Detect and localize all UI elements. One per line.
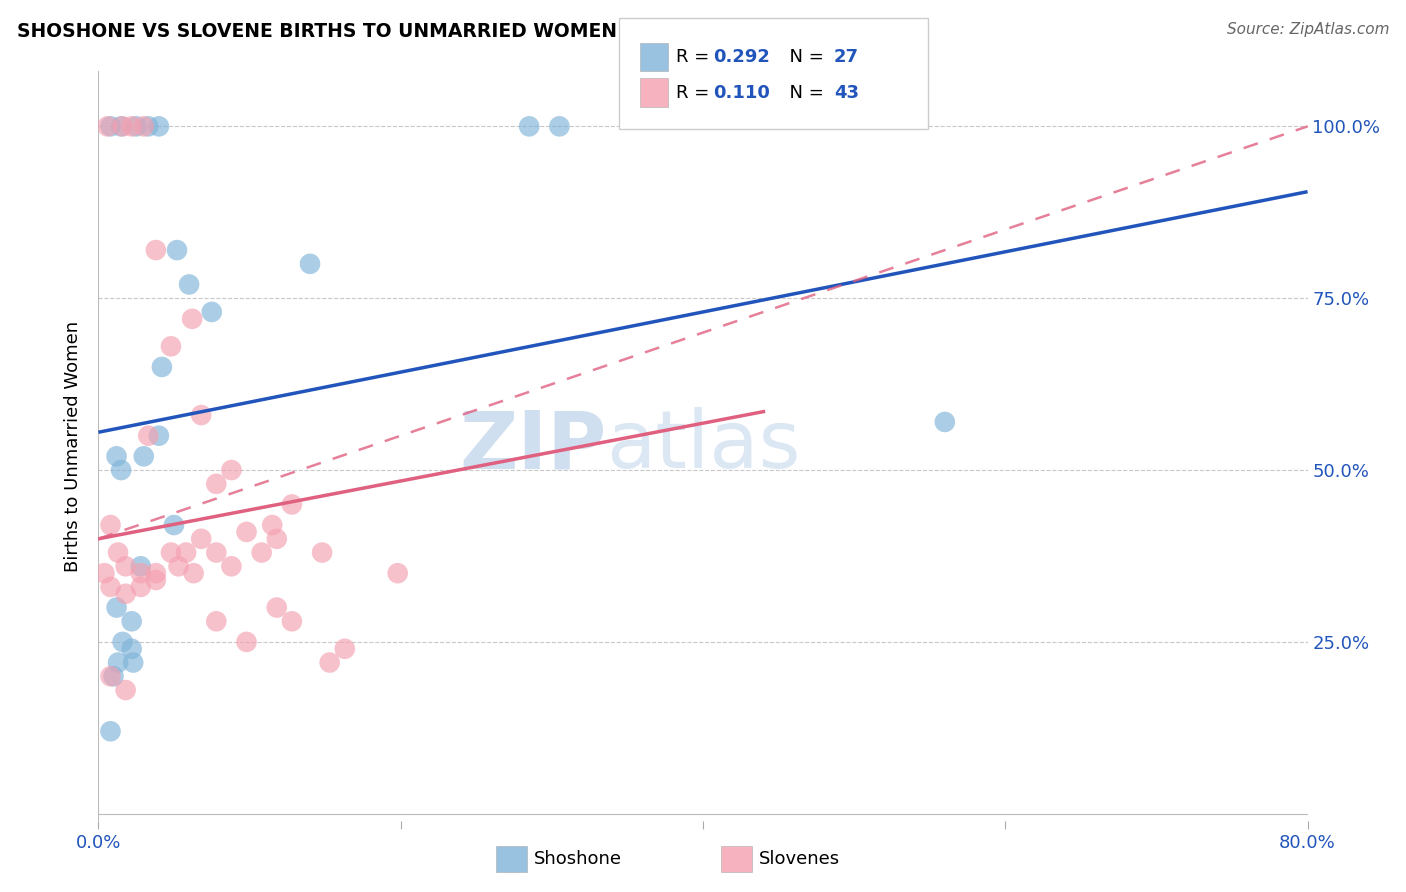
Point bbox=[934, 415, 956, 429]
Point bbox=[129, 580, 152, 594]
Point bbox=[145, 566, 167, 581]
Point bbox=[114, 559, 136, 574]
Point bbox=[183, 566, 205, 581]
Text: R =: R = bbox=[676, 48, 716, 66]
Text: R =: R = bbox=[676, 84, 716, 102]
Point bbox=[160, 339, 183, 353]
Point bbox=[145, 573, 167, 587]
Text: 43: 43 bbox=[834, 84, 859, 102]
Text: SHOSHONE VS SLOVENE BIRTHS TO UNMARRIED WOMEN CORRELATION CHART: SHOSHONE VS SLOVENE BIRTHS TO UNMARRIED … bbox=[17, 22, 848, 41]
Point bbox=[205, 476, 228, 491]
Point bbox=[114, 683, 136, 698]
Point bbox=[105, 600, 128, 615]
Text: Shoshone: Shoshone bbox=[534, 850, 623, 868]
Point bbox=[136, 428, 159, 442]
Text: 0.292: 0.292 bbox=[713, 48, 769, 66]
Point bbox=[235, 635, 257, 649]
Point bbox=[311, 545, 333, 559]
Point bbox=[125, 120, 148, 134]
Point bbox=[132, 120, 155, 134]
Text: Source: ZipAtlas.com: Source: ZipAtlas.com bbox=[1226, 22, 1389, 37]
Text: ZIP: ZIP bbox=[458, 407, 606, 485]
Point bbox=[107, 656, 129, 670]
Point bbox=[517, 120, 540, 134]
Point bbox=[262, 518, 284, 533]
Point bbox=[145, 243, 167, 257]
Point bbox=[190, 408, 212, 422]
Point bbox=[167, 559, 190, 574]
Point bbox=[174, 545, 197, 559]
Point bbox=[387, 566, 409, 581]
Point bbox=[221, 463, 243, 477]
Point bbox=[111, 120, 134, 134]
Point bbox=[136, 120, 159, 134]
Point bbox=[163, 518, 186, 533]
Text: Slovenes: Slovenes bbox=[759, 850, 841, 868]
Point bbox=[281, 498, 304, 512]
Point bbox=[201, 305, 224, 319]
Text: atlas: atlas bbox=[606, 407, 800, 485]
Point bbox=[150, 359, 173, 374]
Point bbox=[100, 518, 122, 533]
Point bbox=[105, 450, 128, 464]
Point bbox=[148, 120, 170, 134]
Point bbox=[318, 656, 340, 670]
Point bbox=[100, 120, 122, 134]
Text: N =: N = bbox=[778, 48, 830, 66]
Point bbox=[110, 463, 132, 477]
Point bbox=[111, 635, 134, 649]
Point bbox=[299, 257, 322, 271]
Point bbox=[129, 559, 152, 574]
Point bbox=[266, 600, 288, 615]
Point bbox=[110, 120, 132, 134]
Point bbox=[281, 615, 304, 629]
Point bbox=[548, 120, 571, 134]
Point bbox=[266, 532, 288, 546]
Point bbox=[221, 559, 243, 574]
Point bbox=[250, 545, 273, 559]
Point bbox=[333, 641, 356, 656]
Point bbox=[122, 656, 145, 670]
Point bbox=[100, 724, 122, 739]
Point bbox=[121, 120, 143, 134]
Point bbox=[148, 428, 170, 442]
Point bbox=[121, 641, 143, 656]
Point bbox=[160, 545, 183, 559]
Point bbox=[166, 243, 188, 257]
Text: N =: N = bbox=[778, 84, 830, 102]
Point bbox=[132, 450, 155, 464]
Text: 27: 27 bbox=[834, 48, 859, 66]
Y-axis label: Births to Unmarried Women: Births to Unmarried Women bbox=[63, 320, 82, 572]
Point bbox=[181, 311, 204, 326]
Point bbox=[190, 532, 212, 546]
Point bbox=[100, 669, 122, 683]
Point bbox=[107, 545, 129, 559]
Point bbox=[235, 524, 257, 539]
Point bbox=[114, 587, 136, 601]
Point bbox=[129, 566, 152, 581]
Point bbox=[179, 277, 201, 292]
Point bbox=[96, 120, 118, 134]
Point bbox=[121, 615, 143, 629]
Point bbox=[103, 669, 125, 683]
Point bbox=[205, 545, 228, 559]
Point bbox=[93, 566, 115, 581]
Text: 0.110: 0.110 bbox=[713, 84, 769, 102]
Point bbox=[205, 615, 228, 629]
Point bbox=[100, 580, 122, 594]
